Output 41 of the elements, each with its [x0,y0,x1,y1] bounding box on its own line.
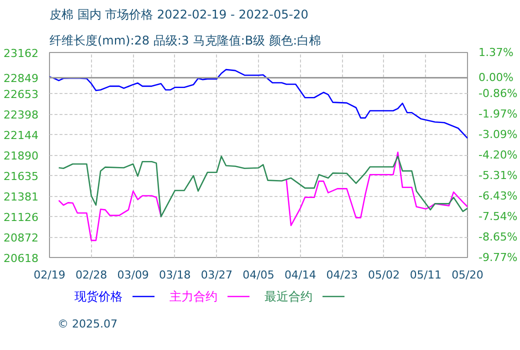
x-tick-label: 02/28 [75,268,108,282]
y2-tick-label: -8.65% [478,230,518,244]
y-tick-label: 21381 [4,190,39,204]
chart-title: 皮棉 国内 市场价格 2022-02-19 - 2022-05-20 [50,8,308,22]
x-tick-label: 05/20 [452,268,484,282]
y2-tick-label: -9.77% [478,251,518,264]
y-tick-label: 20618 [4,252,39,265]
chart-subtitle: 纤维长度(mm):28 品级:3 马克隆值:B级 颜色:白棉 [50,34,321,48]
text: © 2025.07 [58,318,118,330]
x-tick-label: 03/18 [159,268,191,282]
y2-tick-label: -4.20% [478,148,518,162]
y2-tick-label: -7.54% [478,210,518,223]
x-tick-label: 03/27 [200,268,233,282]
legend-label: 现货价格 [74,290,122,304]
y-tick-label: 23162 [4,47,39,60]
x-tick-label: 03/09 [117,268,149,282]
x-tick-label: 05/02 [368,268,400,282]
y2-tick-label: 0.00% [478,71,514,84]
y-tick-label: 21126 [4,211,39,224]
x-tick-label: 04/05 [242,268,274,282]
line-series [58,156,468,218]
legend-label: 最近合约 [264,290,312,304]
y-tick-label: 22144 [4,129,39,142]
y-tick-label: 21890 [4,150,39,162]
y-tick-label: 22653 [4,88,39,102]
x-tick-label: 04/23 [326,268,358,282]
x-tick-label: 05/11 [410,268,442,282]
legend-label: 主力合约 [170,290,218,304]
x-tick-label: 02/19 [34,268,66,282]
y-tick-label: 22849 [4,72,39,86]
y2-tick-label: -5.31% [478,168,518,182]
y-tick-label: 21635 [4,170,39,184]
line-series [50,68,468,139]
y2-tick-label: -1.97% [478,107,518,120]
y-tick-label: 22398 [4,108,39,122]
y-tick-label: 20872 [4,232,39,245]
y2-tick-label: -0.86% [478,87,518,100]
y2-tick-label: -3.09% [478,128,518,142]
y2-tick-label: 1.37% [478,46,514,59]
y2-tick-label: -6.43% [478,190,518,203]
x-tick-label: 04/14 [284,268,316,282]
